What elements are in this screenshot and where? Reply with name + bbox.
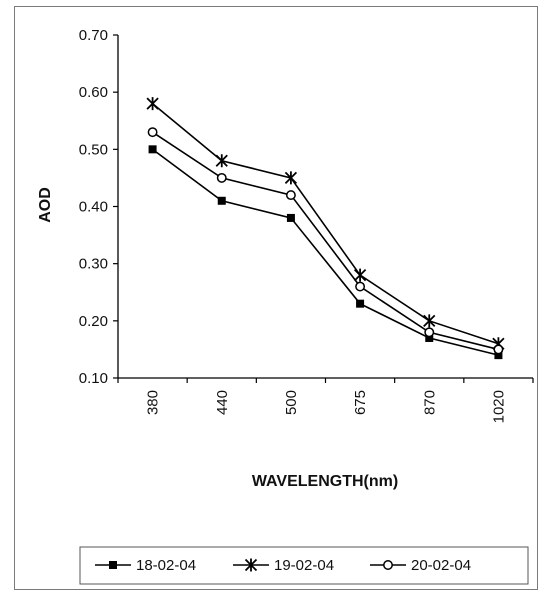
x-tick-label: 675 [352,390,369,415]
x-tick-label: 1020 [490,390,507,423]
legend-marker [109,561,117,569]
data-point [424,327,435,338]
legend-label: 19-02-04 [274,557,334,574]
y-tick-label: 0.30 [79,256,108,273]
data-point [148,145,157,154]
x-tick-label: 870 [421,390,438,415]
legend: 18-02-04 19-02-04 20-02-04 [79,546,529,585]
data-point [147,127,158,138]
series-layer [146,97,505,360]
y-tick-label: 0.50 [79,141,108,158]
data-point [356,299,365,308]
series-19-02-04 [146,97,505,351]
legend-item: 20-02-04 [370,557,471,574]
x-ticks: 380 440 500 675 870 1020 [117,378,534,423]
series-line [152,148,499,356]
y-tick-label: 0.20 [79,313,108,330]
y-tick-label: 0.10 [79,370,108,387]
legend-marker [383,560,393,570]
x-tick-label: 380 [145,390,162,415]
axes [117,35,533,379]
y-axis-title: AOD [37,187,54,223]
series-line [152,131,499,351]
series-18-02-04 [148,145,503,360]
data-point [217,196,226,205]
series-line [152,102,499,345]
data-point [494,351,503,360]
data-point [355,281,366,292]
series-20-02-04 [147,127,504,355]
data-point [425,333,434,342]
legend-item: 18-02-04 [95,557,196,574]
data-point [353,268,367,282]
legend-item: 19-02-04 [233,557,334,574]
x-axis-title: WAVELENGTH(nm) [252,473,398,490]
chart-frame [14,6,538,590]
legend-label: 18-02-04 [136,557,196,574]
x-tick-label: 500 [283,390,300,415]
y-tick-label: 0.40 [79,199,108,216]
data-point [284,171,298,185]
legend-label: 20-02-04 [411,557,471,574]
data-point [146,97,159,111]
y-ticks: 0.10 0.20 0.30 0.40 0.50 0.60 0.70 [79,27,118,387]
legend-box [79,546,529,585]
data-point [216,172,227,183]
data-point [423,314,436,328]
data-point [493,344,504,355]
data-point [285,190,296,201]
data-point [215,154,228,168]
y-tick-label: 0.60 [79,84,108,101]
data-point [286,213,295,222]
legend-items: 18-02-04 19-02-04 20-02-04 [95,557,471,574]
x-tick-label: 440 [214,390,231,415]
legend-marker [244,558,258,572]
y-tick-label: 0.70 [79,27,108,44]
